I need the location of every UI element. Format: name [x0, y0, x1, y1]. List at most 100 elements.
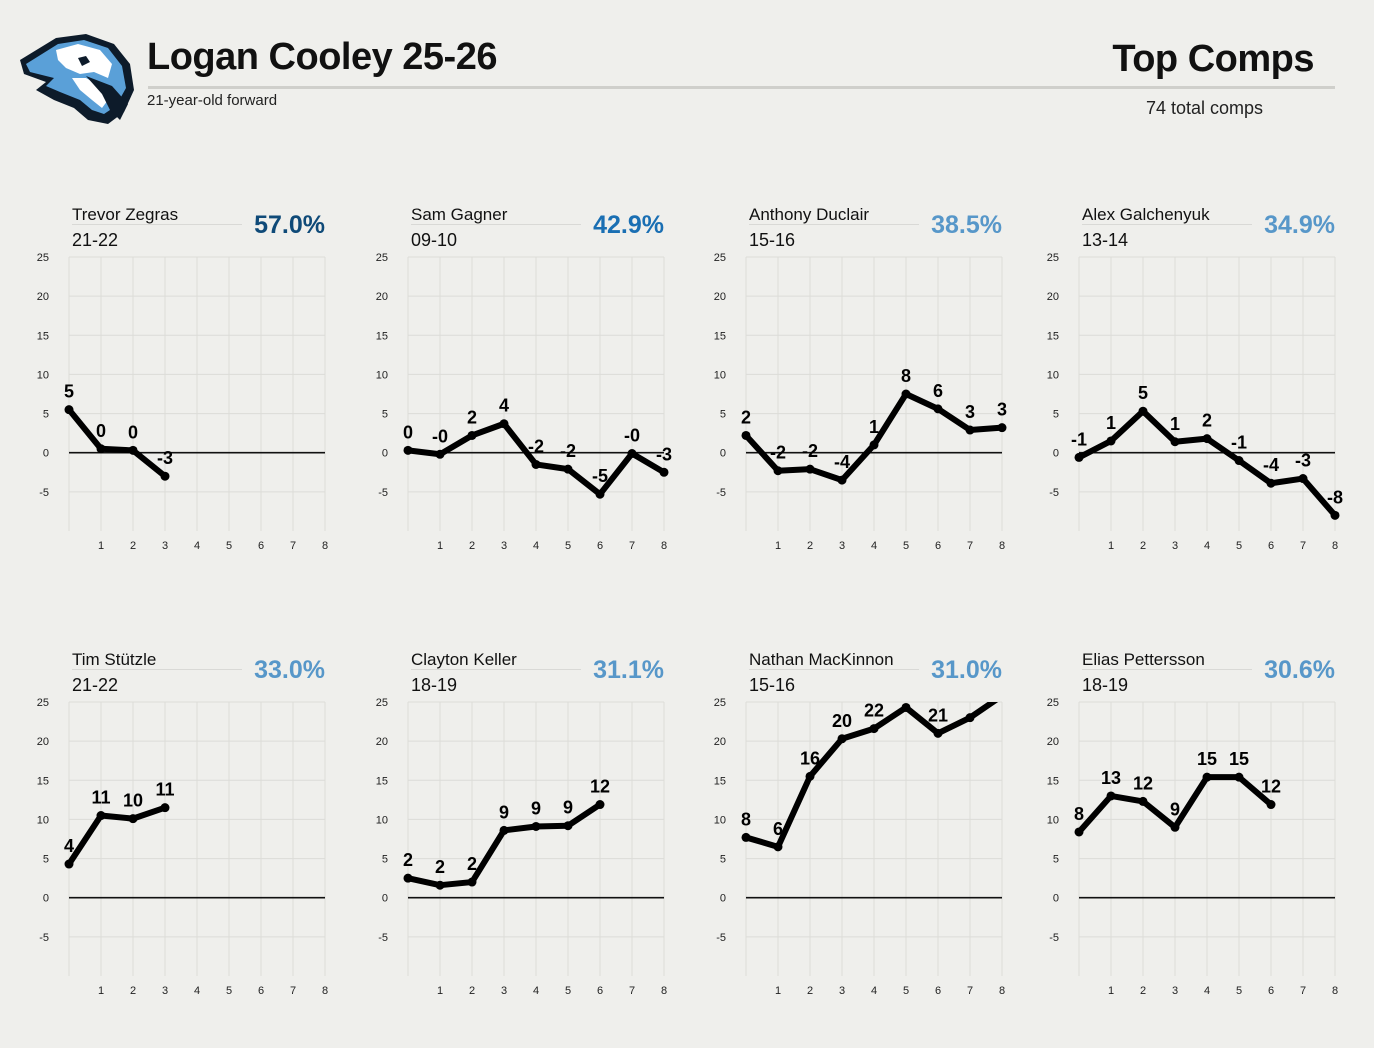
x-tick-label: 3: [839, 985, 845, 997]
data-point: [773, 466, 783, 476]
y-tick-label: -5: [39, 487, 49, 499]
data-label: 9: [499, 802, 509, 822]
x-tick-label: 5: [1236, 985, 1242, 997]
y-tick-label: 25: [37, 697, 49, 709]
comp-player-name: Elias Pettersson: [1082, 650, 1205, 669]
data-label: -3: [656, 444, 672, 464]
team-logo-mammoth-icon: [20, 34, 134, 124]
data-label: 13: [1101, 768, 1121, 788]
data-point: [64, 405, 74, 415]
name-divider: [749, 224, 919, 225]
x-tick-label: 4: [1204, 985, 1210, 997]
data-point: [1074, 827, 1084, 837]
x-tick-label: 7: [290, 540, 296, 552]
x-tick-label: 2: [130, 540, 136, 552]
y-tick-label: 20: [714, 736, 726, 748]
y-tick-label: 5: [1053, 854, 1059, 866]
y-tick-label: 20: [1047, 291, 1059, 303]
y-tick-label: 15: [37, 330, 49, 342]
similarity-percent: 57.0%: [254, 211, 325, 239]
data-label: -3: [157, 448, 173, 468]
y-tick-label: 5: [1053, 409, 1059, 421]
data-point: [741, 430, 751, 440]
y-tick-label: 20: [714, 291, 726, 303]
data-point: [499, 825, 509, 835]
x-tick-label: 8: [322, 985, 328, 997]
data-point: [467, 430, 477, 440]
name-divider: [1082, 224, 1252, 225]
data-label: 2: [741, 407, 751, 427]
data-label: 2: [403, 850, 413, 870]
x-tick-label: 8: [1332, 540, 1338, 552]
x-tick-label: 6: [935, 540, 941, 552]
y-tick-label: 0: [43, 893, 49, 905]
data-point: [933, 728, 943, 738]
name-divider: [72, 224, 242, 225]
comp-player-name: Sam Gagner: [411, 205, 508, 224]
page-title: Logan Cooley 25-26: [147, 36, 497, 78]
y-tick-label: 20: [376, 736, 388, 748]
comp-line-chart: 25 20 15 10 5 0 -5 1 2 3 4 5 6 7 8 5 0 0 -3: [37, 252, 328, 552]
comp-season: 13-14: [1082, 230, 1129, 250]
data-label: -2: [802, 441, 818, 461]
y-tick-label: 5: [720, 409, 726, 421]
y-tick-label: 15: [1047, 330, 1059, 342]
comp-season: 09-10: [411, 230, 458, 250]
comp-panel: Elias Pettersson 18-19 30.6% 25 20 15 10 5 0 -5 1 2…: [1047, 645, 1371, 1005]
comp-panel: Alex Galchenyuk 13-14 34.9% 25 20 15 10 5 0 -5 1 2 3…: [1047, 200, 1371, 560]
data-point: [595, 489, 605, 499]
x-tick-label: 1: [98, 540, 104, 552]
y-tick-label: 20: [37, 291, 49, 303]
x-tick-label: 4: [1204, 540, 1210, 552]
data-label: -0: [432, 426, 448, 446]
x-tick-label: 4: [533, 540, 539, 552]
y-tick-label: 0: [720, 448, 726, 460]
name-divider: [749, 669, 919, 670]
x-tick-label: 4: [194, 985, 200, 997]
y-tick-label: -5: [1049, 487, 1059, 499]
x-tick-label: 5: [565, 985, 571, 997]
data-label: 15: [1229, 749, 1249, 769]
section-title: Top Comps: [1112, 38, 1314, 80]
y-tick-label: 10: [376, 369, 388, 381]
data-point: [901, 702, 911, 712]
x-tick-label: 3: [501, 985, 507, 997]
data-point: [869, 440, 879, 450]
y-tick-label: 5: [382, 854, 388, 866]
data-label: 0: [96, 421, 106, 441]
data-point: [96, 444, 106, 454]
similarity-percent: 42.9%: [593, 211, 664, 239]
data-label: -4: [1263, 455, 1279, 475]
x-tick-label: 8: [1332, 985, 1338, 997]
data-point: [96, 811, 106, 821]
data-label: 3: [997, 400, 1007, 420]
y-tick-label: 0: [1053, 448, 1059, 460]
comp-player-name: Tim Stützle: [72, 650, 157, 669]
data-point: [160, 471, 170, 481]
data-point: [467, 877, 477, 887]
data-label: 6: [773, 819, 783, 839]
comp-season: 15-16: [749, 230, 796, 250]
data-label: 8: [1074, 804, 1084, 824]
data-point: [965, 713, 975, 723]
data-point: [403, 445, 413, 455]
total-comps-count: 74 total comps: [1146, 98, 1264, 118]
data-label: 2: [467, 407, 477, 427]
data-label: 11: [155, 780, 174, 800]
x-tick-label: 5: [565, 540, 571, 552]
series-line: [66, 406, 168, 480]
comp-player-name: Nathan MacKinnon: [749, 650, 894, 669]
data-point: [531, 821, 541, 831]
comp-season: 21-22: [72, 230, 119, 250]
data-label: 2: [467, 854, 477, 874]
name-divider: [1082, 669, 1252, 670]
player-description: 21-year-old forward: [147, 92, 278, 109]
data-point: [595, 800, 605, 810]
data-label: 9: [1170, 799, 1180, 819]
data-label: 12: [1133, 773, 1153, 793]
x-tick-label: 1: [98, 985, 104, 997]
x-tick-label: 6: [1268, 540, 1274, 552]
comp-panel: Nathan MacKinnon 15-16 31.0% 25 20 15 10 5 0 -5 1 2…: [714, 645, 1038, 1005]
data-label: 2: [1202, 411, 1212, 431]
x-tick-label: 3: [1172, 985, 1178, 997]
